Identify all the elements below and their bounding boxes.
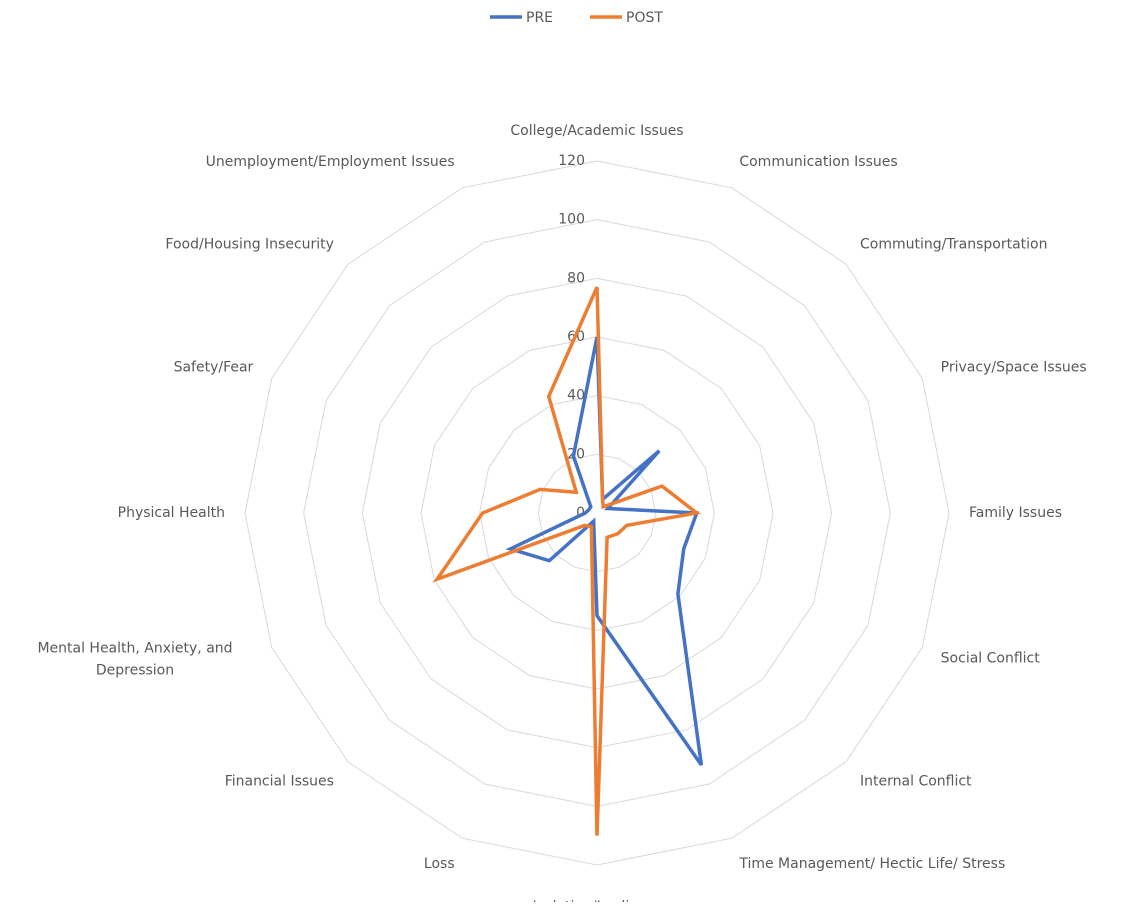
category-label: Communication Issues [739, 154, 897, 170]
legend-label: POST [626, 10, 663, 26]
label-line: Mental Health, Anxiety, and [37, 640, 232, 656]
r-tick-label: 80 [567, 270, 585, 286]
category-label: Loss [424, 856, 455, 872]
grid-ring [479, 395, 715, 631]
label-line: Depression [96, 662, 174, 678]
category-label: Privacy/Space Issues [941, 360, 1087, 376]
category-label: Food/Housing Insecurity [165, 236, 334, 252]
r-tick-label: 40 [567, 388, 585, 404]
category-label: Social Conflict [941, 650, 1041, 666]
r-tick-label: 20 [567, 446, 585, 462]
category-label: College/Academic Issues [510, 123, 683, 139]
legend-label: PRE [526, 10, 553, 26]
category-label: Financial Issues [225, 774, 334, 790]
category-label: Mental Health, Anxiety, and Depression [37, 640, 232, 678]
grid-ring [420, 336, 774, 690]
category-label: Internal Conflict [860, 774, 972, 790]
category-label: Safety/Fear [174, 360, 254, 376]
category-label: Family Issues [969, 505, 1062, 521]
category-label: Unemployment/Employment Issues [206, 154, 455, 170]
category-label: Time Management/ Hectic Life/ Stress [738, 856, 1005, 872]
grid-ring [244, 160, 950, 866]
category-label: Commuting/Transportation [860, 236, 1047, 252]
r-tick-label: 100 [558, 212, 585, 228]
series-line [505, 336, 704, 767]
series-line [432, 286, 701, 836]
category-label: Physical Health [118, 505, 225, 521]
r-tick-label: 120 [558, 153, 585, 169]
r-tick-label: 0 [576, 505, 585, 521]
